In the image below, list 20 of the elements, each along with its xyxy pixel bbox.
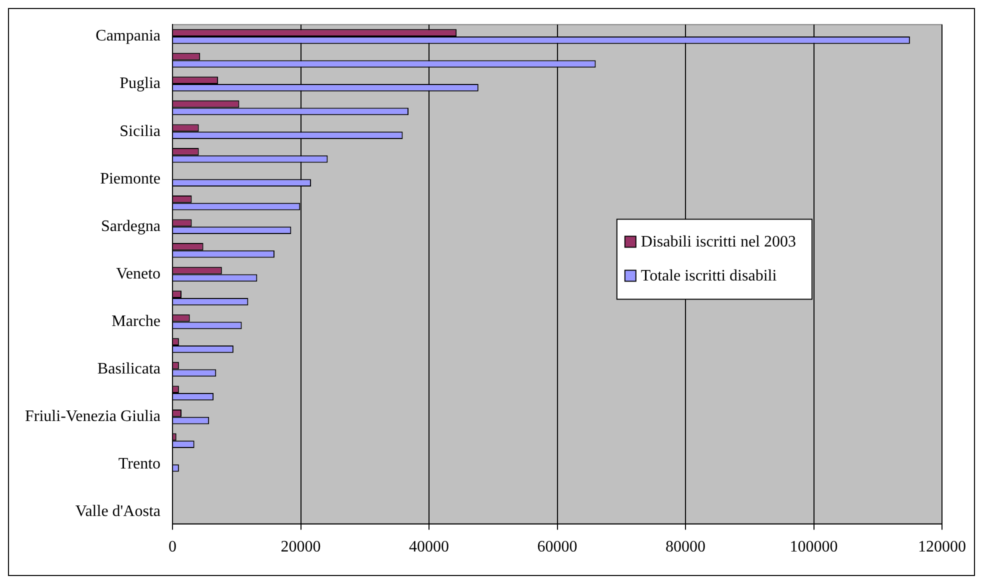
- x-tick-label: 60000: [537, 538, 578, 556]
- x-tick-label: 0: [168, 538, 177, 556]
- y-tick-label: Sardegna: [100, 218, 161, 235]
- x-tick-label: 80000: [666, 538, 706, 556]
- legend-label: Disabili iscritti nel 2003: [640, 233, 796, 250]
- y-tick-label: Sicilia: [120, 122, 161, 140]
- y-tick-label: Marche: [112, 312, 161, 330]
- legend-label: Totale iscritti disabili: [640, 267, 778, 284]
- y-tick-label: Valle d'Aosta: [75, 503, 161, 520]
- x-tick-label: 40000: [409, 538, 450, 556]
- x-tick-label: 120000: [918, 538, 966, 556]
- x-tick-label: 100000: [790, 538, 838, 556]
- y-tick-label: Friuli-Venezia Giulia: [25, 408, 161, 426]
- y-tick-label: Piemonte: [100, 170, 161, 188]
- y-tick-label: Puglia: [120, 75, 161, 92]
- y-tick-label: Campania: [96, 28, 161, 45]
- y-tick-label: Trento: [118, 456, 161, 473]
- y-tick-label: Basilicata: [97, 360, 161, 378]
- x-tick-label: 20000: [280, 538, 321, 556]
- y-tick-label: Veneto: [116, 265, 161, 282]
